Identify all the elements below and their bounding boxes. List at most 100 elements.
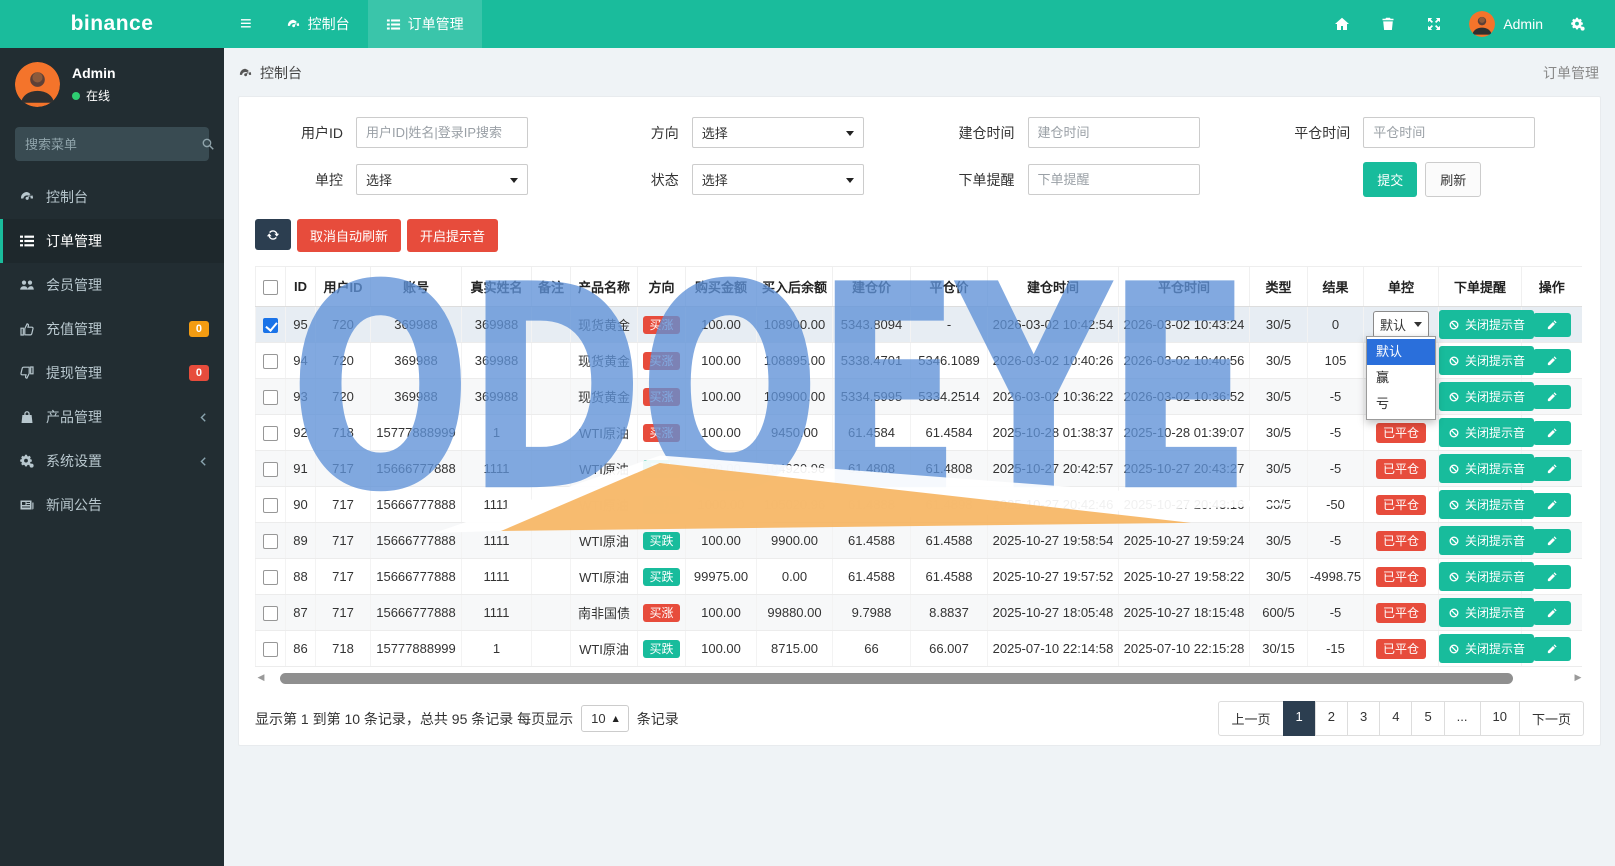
close-sound-button[interactable]: 关闭提示音 — [1439, 634, 1535, 663]
close-sound-button[interactable]: 关闭提示音 — [1439, 526, 1535, 555]
sidebar-item-label: 提现管理 — [46, 365, 102, 381]
cell: 61.4584 — [910, 414, 988, 451]
open-time-input[interactable] — [1037, 125, 1190, 140]
scroll-right-arrow[interactable]: ▶ — [1574, 673, 1582, 683]
row-checkbox[interactable] — [263, 533, 278, 549]
count-badge: 0 — [188, 365, 209, 381]
refresh-table-button[interactable] — [255, 219, 291, 250]
sidebar-item-0[interactable]: 控制台 — [0, 175, 224, 219]
cell: 100.00 — [685, 414, 757, 451]
row-checkbox[interactable] — [263, 605, 278, 621]
row-checkbox[interactable] — [263, 353, 278, 369]
edit-button[interactable] — [1532, 312, 1571, 337]
row-checkbox[interactable] — [263, 569, 278, 585]
sidebar-item-4[interactable]: 提现管理 0 — [0, 351, 224, 395]
orders-panel: 用户ID 方向 选择 建仓时间 平仓时间 单控 选择 — [238, 96, 1601, 746]
reminder-input[interactable] — [1037, 172, 1190, 187]
control-option[interactable]: 默认 — [1367, 339, 1435, 365]
search-input[interactable] — [25, 136, 201, 152]
row-checkbox[interactable] — [263, 389, 278, 405]
sidebar-item-7[interactable]: 新闻公告 — [0, 483, 224, 527]
search-icon[interactable] — [201, 137, 215, 151]
settings-gears-icon[interactable] — [1559, 0, 1597, 48]
user-id-input[interactable] — [366, 125, 518, 140]
hamburger-icon[interactable]: ≡ — [240, 12, 252, 35]
page-button-4[interactable]: 4 — [1379, 701, 1413, 736]
cell: 8.8837 — [910, 594, 988, 631]
page-button-2[interactable]: 2 — [1314, 701, 1348, 736]
close-sound-button[interactable]: 关闭提示音 — [1439, 346, 1535, 375]
page-button-...[interactable]: ... — [1443, 701, 1481, 736]
home-icon[interactable] — [1323, 0, 1361, 48]
close-sound-button[interactable]: 关闭提示音 — [1439, 382, 1535, 411]
page-button-下一页[interactable]: 下一页 — [1518, 701, 1584, 736]
scrollbar-track[interactable] — [267, 672, 1572, 684]
close-sound-button[interactable]: 关闭提示音 — [1439, 310, 1535, 339]
close-sound-button[interactable]: 关闭提示音 — [1439, 418, 1535, 447]
column-header: 建仓时间 — [987, 266, 1119, 307]
cell: WTI原油 — [570, 486, 638, 523]
breadcrumb-left[interactable]: 控制台 — [260, 65, 302, 81]
control-select[interactable]: 默认 — [1372, 311, 1429, 338]
sidebar-item-1[interactable]: 订单管理 — [0, 219, 224, 263]
control-option[interactable]: 亏 — [1376, 396, 1390, 411]
scrollbar-thumb[interactable] — [280, 672, 1514, 684]
control-option[interactable]: 赢 — [1376, 370, 1390, 385]
close-time-input[interactable] — [1373, 125, 1526, 140]
sidebar-item-5[interactable]: 产品管理 — [0, 395, 224, 439]
edit-button[interactable] — [1532, 456, 1571, 481]
edit-button[interactable] — [1532, 492, 1571, 517]
cell: 30/5 — [1249, 306, 1308, 343]
sidebar-item-3[interactable]: 充值管理 0 — [0, 307, 224, 351]
edit-button[interactable] — [1532, 636, 1571, 661]
page-button-10[interactable]: 10 — [1479, 701, 1520, 736]
direction-select[interactable]: 选择 — [691, 117, 864, 148]
nav-item-dashboard[interactable]: 控制台 — [268, 0, 368, 48]
close-sound-button[interactable]: 关闭提示音 — [1439, 454, 1535, 483]
sidebar-search[interactable] — [15, 127, 214, 161]
cell: 91 — [285, 450, 316, 487]
select-all-checkbox[interactable] — [263, 279, 278, 295]
cell: 15777888999 — [370, 630, 462, 667]
row-checkbox[interactable] — [263, 641, 278, 657]
row-checkbox[interactable] — [263, 461, 278, 477]
user-menu[interactable]: Admin — [1461, 11, 1551, 37]
page-button-1[interactable]: 1 — [1282, 701, 1316, 736]
status-select[interactable]: 选择 — [691, 164, 864, 195]
close-sound-button[interactable]: 关闭提示音 — [1439, 562, 1535, 591]
nav-item-orders[interactable]: 订单管理 — [367, 0, 482, 48]
edit-button[interactable] — [1532, 420, 1571, 445]
trash-icon[interactable] — [1369, 0, 1407, 48]
row-checkbox[interactable] — [263, 317, 278, 333]
edit-button[interactable] — [1532, 528, 1571, 553]
row-checkbox[interactable] — [263, 425, 278, 441]
page-button-上一页[interactable]: 上一页 — [1218, 701, 1284, 736]
filter-label: 状态 — [650, 171, 679, 188]
pencil-icon — [1546, 463, 1558, 475]
cancel-auto-refresh-button[interactable]: 取消自动刷新 — [297, 219, 402, 252]
row-checkbox[interactable] — [263, 497, 278, 513]
page-button-3[interactable]: 3 — [1346, 701, 1381, 736]
close-sound-button[interactable]: 关闭提示音 — [1439, 490, 1535, 519]
scroll-left-arrow[interactable]: ◀ — [257, 673, 265, 683]
fullscreen-icon[interactable] — [1415, 0, 1453, 48]
page-size-dropdown[interactable]: 10 ▲ — [581, 705, 629, 732]
cell: 108900.00 — [756, 306, 833, 343]
edit-button[interactable] — [1532, 384, 1571, 409]
control-select[interactable]: 选择 — [356, 164, 528, 195]
edit-button[interactable] — [1532, 348, 1571, 373]
edit-button[interactable] — [1532, 600, 1571, 625]
sidebar-item-2[interactable]: 会员管理 — [0, 263, 224, 307]
nav-item-label: 控制台 — [307, 16, 350, 32]
close-sound-button[interactable]: 关闭提示音 — [1439, 598, 1535, 627]
select-all-header — [255, 266, 286, 307]
refresh-button[interactable]: 刷新 — [1425, 162, 1482, 197]
submit-button[interactable]: 提交 — [1363, 162, 1418, 197]
table-row: 95 720 369988 369988 现货黄金 买涨 100.00 108900.00 53… — [255, 306, 1582, 420]
cell: -5 — [1307, 522, 1364, 559]
edit-button[interactable] — [1532, 564, 1571, 589]
enable-sound-button[interactable]: 开启提示音 — [407, 219, 499, 252]
cell: 2026-03-02 10:42:54 — [987, 306, 1119, 343]
page-button-5[interactable]: 5 — [1411, 701, 1445, 736]
sidebar-item-6[interactable]: 系统设置 — [0, 439, 224, 483]
